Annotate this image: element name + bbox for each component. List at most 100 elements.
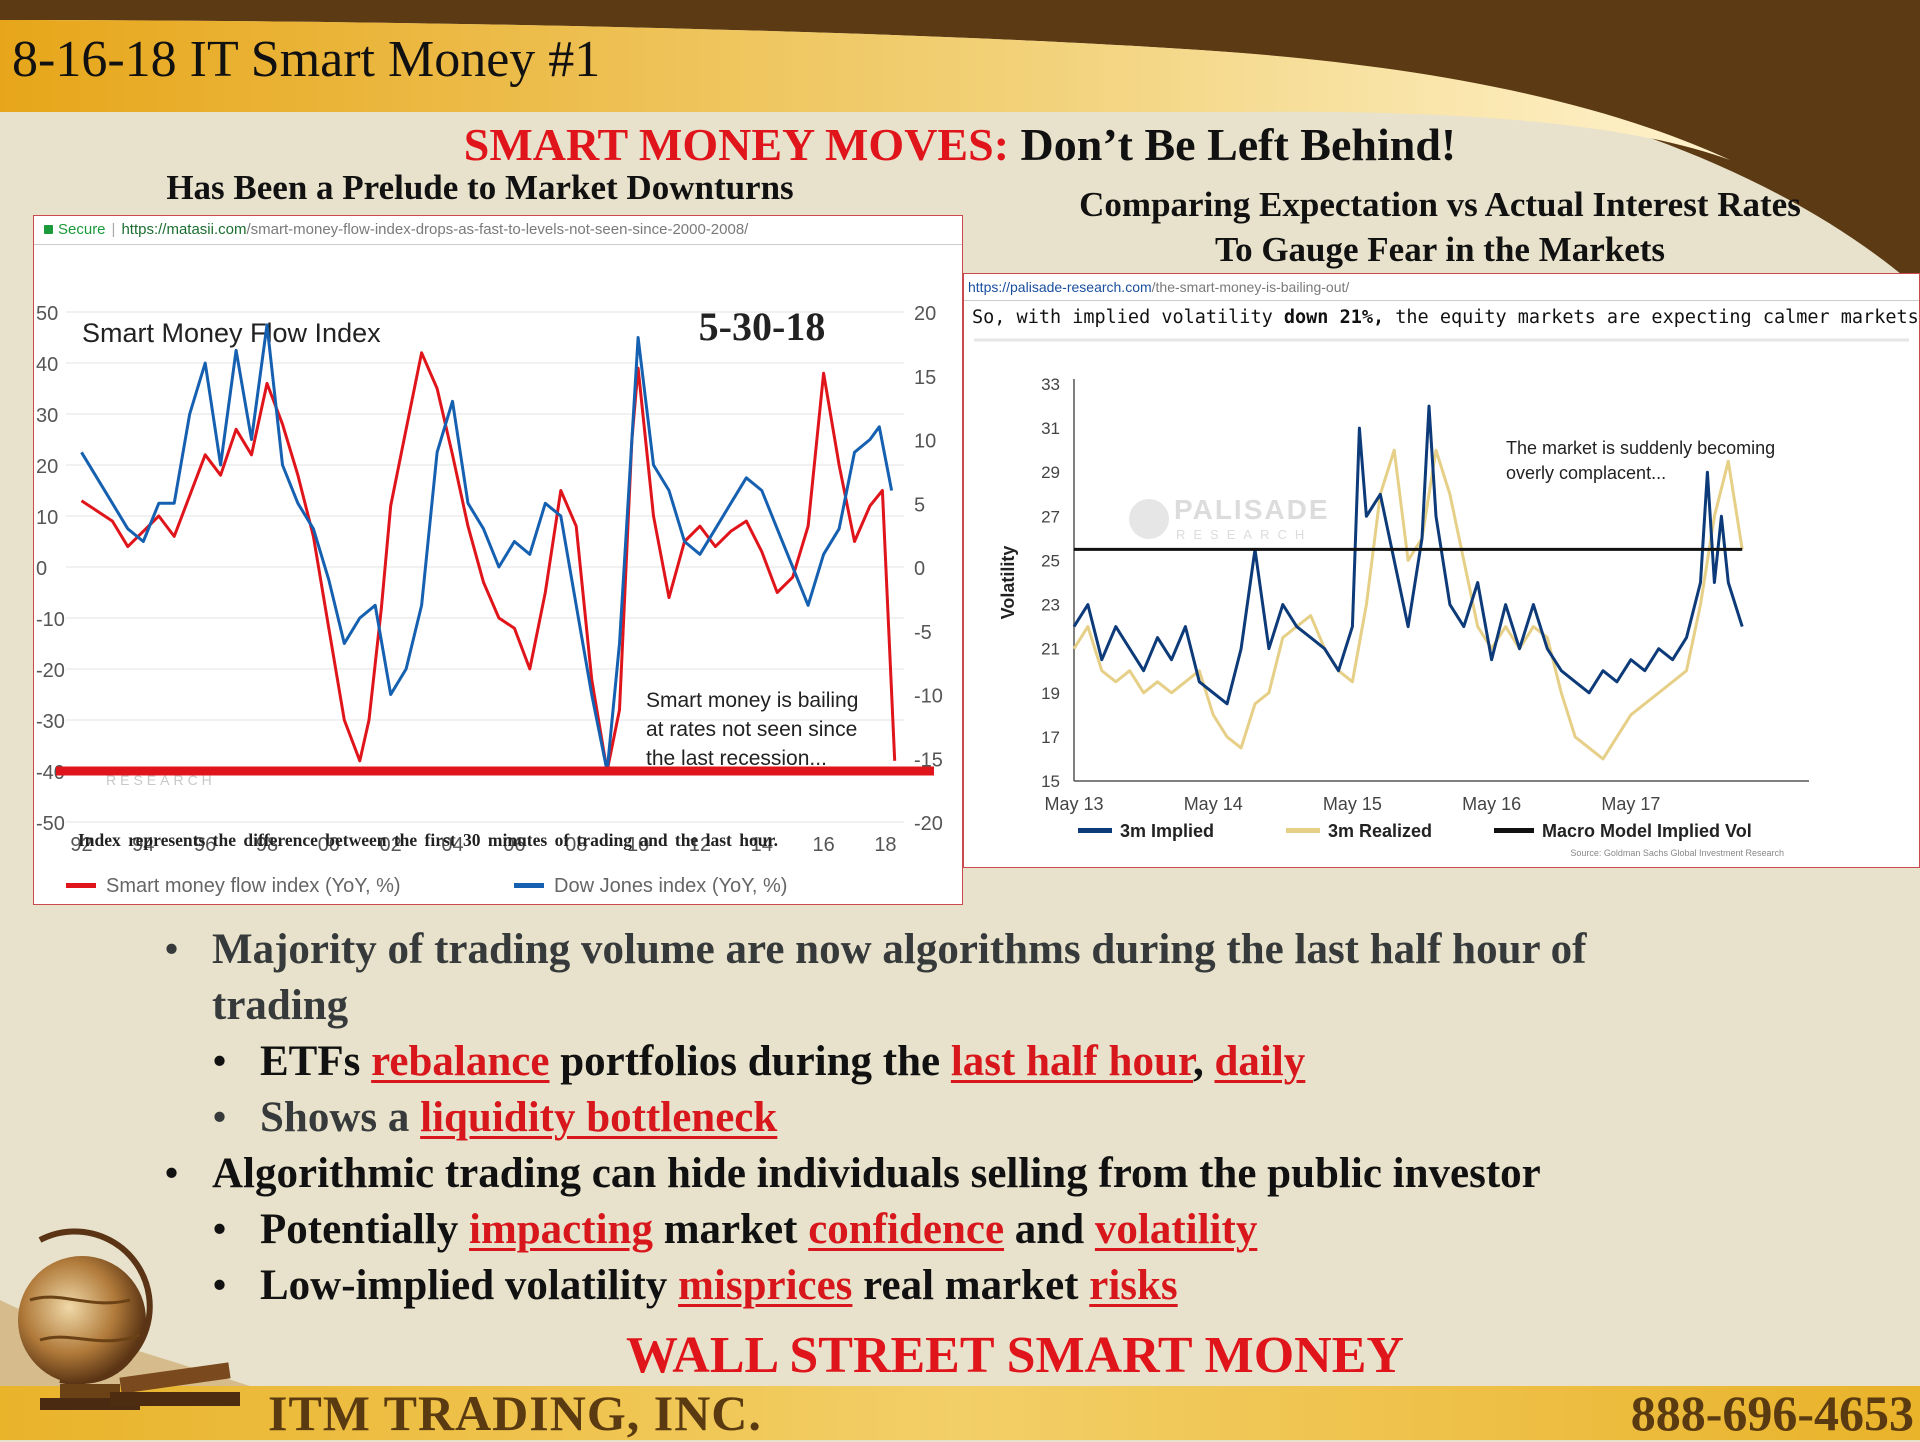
globe-icon [18,1228,153,1410]
y-tick-right: -10 [914,686,943,708]
bullet-text: ETFs [260,1038,372,1085]
bullet-text: , [1193,1038,1215,1085]
series-line-implied [1072,404,1744,706]
legend-swatch-macro-model [1494,828,1534,833]
bullet-item: trading [160,978,1760,1034]
y-tick: 17 [1041,728,1060,747]
y-tick-left: -30 [36,711,65,733]
url-separator: | [111,221,116,238]
legend-label-implied: 3m Implied [1120,821,1214,841]
y-tick-right: 20 [914,303,936,325]
y-tick: 23 [1041,596,1060,615]
y-tick: 29 [1041,463,1060,482]
volatility-panel: https://palisade-research.com/the-smart-… [963,273,1920,868]
caption-post: the equity markets are expecting calmer … [1395,307,1919,328]
x-tick: May 13 [1044,794,1103,814]
y-tick-right: 15 [914,367,936,389]
lock-icon [44,225,53,234]
y-tick: 19 [1041,684,1060,703]
bullet-highlight: risks [1089,1262,1178,1309]
chart-annotation: Smart money is bailing at rates not seen … [646,689,858,770]
x-tick: May 17 [1601,794,1660,814]
x-tick: 08 [565,834,587,856]
y-tick: 21 [1041,640,1060,659]
bullet-highlight: liquidity bottleneck [420,1094,778,1141]
bullet-text: Low-implied volatility [260,1262,679,1309]
url-host: https://matasii.com [121,221,247,238]
y-tick-right: 0 [914,558,925,580]
bullet-dot: • [164,926,180,973]
x-tick: 12 [689,834,711,856]
bullet-dot: • [212,1094,228,1141]
bullet-text: Potentially [260,1206,469,1253]
bullet-text: Shows a [260,1094,421,1141]
browser-url-bar[interactable]: Secure | https://matasii.com/smart-money-f… [34,216,962,245]
bullet-item: • Majority of trading volume are now algo… [160,922,1760,978]
y-tick-left: 50 [36,303,58,325]
browser-url-bar[interactable]: https://palisade-research.com/the-smart-… [964,274,1919,301]
chart-title: Smart Money Flow Index [82,318,381,348]
bullet-highlight: volatility [1094,1206,1258,1253]
y-tick-left: 10 [36,507,58,529]
bullet-highlight: misprices [678,1262,853,1309]
bullet-highlight: confidence [808,1206,1005,1253]
caption-pre: So, with implied volatility [972,307,1284,328]
x-tick: 94 [132,834,154,856]
books-icon [110,1362,240,1406]
volatility-chart: PALISADE RESEARCH 33 31 29 27 25 23 21 19 17 15 May … [974,338,1909,858]
x-tick: 16 [812,834,834,856]
y-tick: 33 [1041,375,1060,394]
watermark-sub: RESEARCH [1176,527,1312,542]
bullet-item: • Shows a liquidity bottleneck [160,1090,1760,1146]
url-host: https://palisade-research.com [968,279,1152,295]
y-tick-left: -10 [36,609,65,631]
legend-swatch-smart-money [66,883,96,888]
caption-bold: down 21%, [1283,307,1385,328]
right-subtitle: Comparing Expectation vs Actual Interest… [1010,182,1870,272]
y-tick: 15 [1041,772,1060,791]
bullet-item: • Low-implied volatility misprices real m… [160,1258,1760,1314]
x-tick: 02 [380,834,402,856]
x-tick: 92 [70,834,92,856]
x-tick: 10 [627,834,649,856]
bullet-dot: • [212,1262,228,1309]
x-tick: May 16 [1462,794,1521,814]
legend-swatch-implied [1078,828,1112,833]
volatility-caption: So, with implied volatility down 21%, th… [964,301,1919,334]
bullet-dot: • [212,1038,228,1085]
y-tick-right: 5 [914,494,925,516]
bullet-list: • Majority of trading volume are now algo… [160,922,1760,1314]
x-tick: 06 [503,834,525,856]
right-subtitle-line-1: Comparing Expectation vs Actual Interest… [1079,185,1801,224]
y-tick-left: 0 [36,558,47,580]
bullet-item: • Algorithmic trading can hide individual… [160,1146,1760,1202]
left-subtitle: Has Been a Prelude to Market Downturns [166,168,794,207]
y-tick: 27 [1041,507,1060,526]
chart-source: Source: Goldman Sachs Global Investment … [1570,848,1784,858]
bullet-highlight: rebalance [371,1038,550,1085]
series-line-dow-jones [80,323,894,773]
bullet-text: market [652,1206,809,1253]
legend-label-macro-model: Macro Model Implied Vol [1542,821,1752,841]
company-name: ITM TRADING, INC. [268,1385,762,1441]
right-subtitle-line-2: To Gauge Fear in the Markets [1214,230,1666,269]
watermark-logo-icon [1129,499,1169,539]
chart-annotation: The market is suddenly becoming overly co… [1506,438,1775,483]
smart-money-flow-chart: Smart Money Flow Index 5-30-1850403020100… [36,303,943,897]
legend-label-dow-jones: Dow Jones index (YoY, %) [554,875,787,897]
smart-money-panel: Secure | https://matasii.com/smart-money-f… [33,215,963,905]
bullet-text: portfolios during the [549,1038,951,1085]
y-tick: 31 [1041,419,1060,438]
legend-label-realized: 3m Realized [1328,821,1432,841]
bullet-text: and [1004,1206,1095,1253]
headline-black: Don’t Be Left Behind! [1009,119,1457,170]
phone-number: 888-696-4653 [1630,1385,1914,1441]
headline: SMART MONEY MOVES: Don’t Be Left Behind! [0,118,1920,171]
bullet-highlight: impacting [469,1206,653,1253]
x-tick: May 14 [1184,794,1243,814]
y-tick: 25 [1041,551,1060,570]
x-tick: 00 [318,834,340,856]
bullet-item: • ETFs rebalance portfolios during the la… [160,1034,1760,1090]
chart-watermark: RESEARCH [106,772,216,788]
y-tick-right: -20 [914,813,943,835]
